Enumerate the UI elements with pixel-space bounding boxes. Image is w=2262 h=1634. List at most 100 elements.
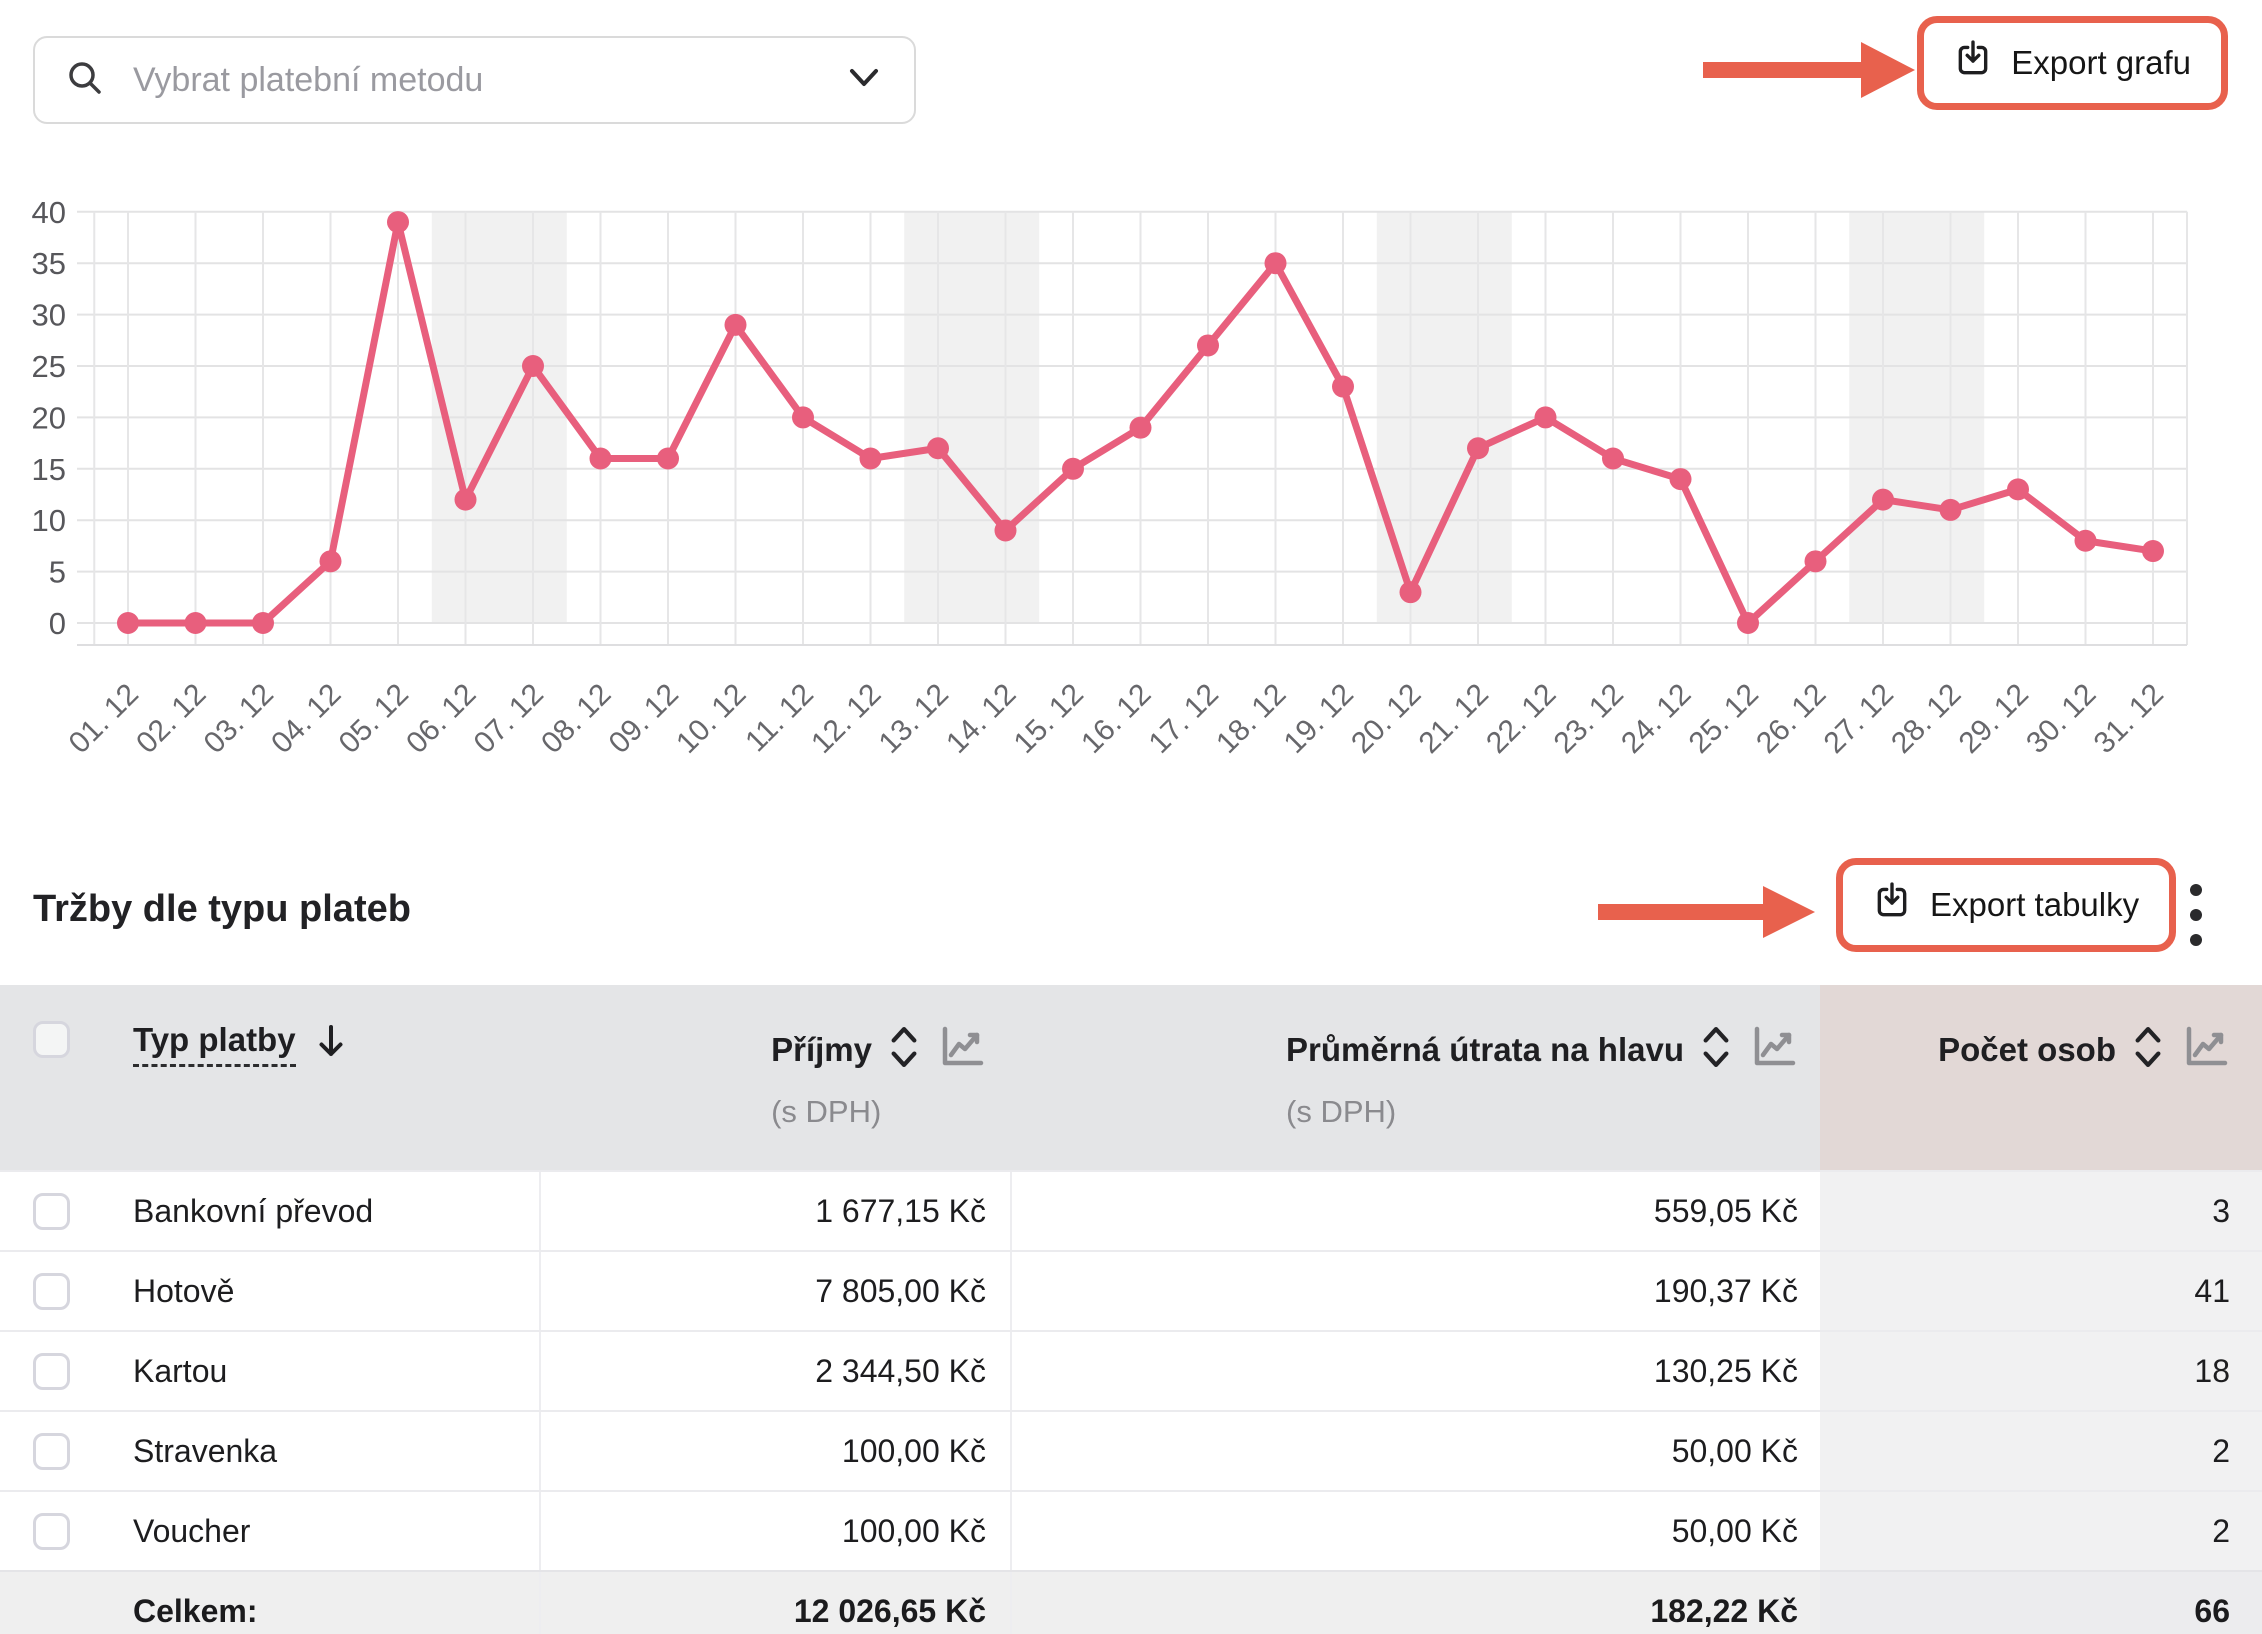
- payments-table: Typ platby Příjmy: [0, 985, 2262, 1634]
- data-point[interactable]: [1129, 416, 1152, 439]
- select-all-checkbox[interactable]: [33, 1021, 70, 1058]
- y-axis-tick-label: 40: [32, 195, 66, 230]
- kebab-icon: [2189, 876, 2203, 957]
- section-title: Tržby dle typu plateb: [33, 888, 411, 930]
- data-point[interactable]: [657, 447, 679, 470]
- row-checkbox[interactable]: [33, 1192, 70, 1230]
- count-cell: 3: [1820, 1172, 2262, 1250]
- x-axis-tick-label: 19. 12: [1278, 678, 1360, 760]
- sort-toggle-icon[interactable]: [1700, 1021, 1732, 1078]
- data-point[interactable]: [1467, 437, 1489, 460]
- data-point[interactable]: [859, 447, 882, 470]
- column-sub-income: (s DPH): [771, 1094, 882, 1129]
- data-point[interactable]: [792, 406, 814, 429]
- count-cell: 2: [1820, 1412, 2262, 1490]
- column-header-average[interactable]: Průměrná útrata na hlavu (s DPH): [1010, 985, 1820, 1170]
- sort-desc-arrow-icon[interactable]: [316, 1023, 346, 1066]
- data-point[interactable]: [589, 447, 612, 470]
- x-axis-tick-label: 09. 12: [603, 678, 685, 760]
- row-checkbox[interactable]: [33, 1512, 70, 1550]
- x-axis-tick-label: 28. 12: [1885, 678, 1967, 760]
- column-chart-icon[interactable]: [936, 1022, 986, 1077]
- x-axis-tick-label: 26. 12: [1750, 678, 1832, 760]
- data-point[interactable]: [2074, 529, 2097, 552]
- data-point[interactable]: [1872, 488, 1894, 511]
- data-point[interactable]: [1197, 334, 1219, 357]
- header-checkbox-cell: [0, 985, 90, 1170]
- column-chart-icon[interactable]: [2180, 1022, 2230, 1077]
- column-label-count[interactable]: Počet osob: [1938, 1030, 2116, 1068]
- data-point[interactable]: [1062, 457, 1084, 480]
- column-label-income[interactable]: Příjmy: [771, 1030, 872, 1068]
- column-header-income[interactable]: Příjmy (s DPH): [539, 985, 1010, 1170]
- x-axis-tick-label: 31. 12: [2088, 678, 2170, 760]
- column-label-type[interactable]: Typ platby: [133, 1021, 296, 1067]
- data-point[interactable]: [1332, 375, 1354, 398]
- data-point[interactable]: [1737, 612, 1759, 634]
- payment-type-cell: Kartou: [133, 1353, 228, 1389]
- data-point[interactable]: [724, 313, 747, 336]
- row-checkbox[interactable]: [33, 1352, 70, 1390]
- row-checkbox-cell: [0, 1332, 90, 1410]
- export-chart-button[interactable]: Export grafu: [1927, 26, 2218, 100]
- count-cell: 18: [1820, 1332, 2262, 1410]
- data-point[interactable]: [1939, 498, 1962, 521]
- data-point[interactable]: [117, 612, 139, 634]
- table-total-row: Celkem: 12 026,65 Kč 182,22 Kč 66: [0, 1570, 2262, 1634]
- count-cell: 41: [1820, 1252, 2262, 1330]
- row-checkbox-cell: [0, 1252, 90, 1330]
- x-axis-tick-label: 17. 12: [1143, 678, 1225, 760]
- row-checkbox[interactable]: [33, 1432, 70, 1470]
- total-average: 182,22 Kč: [1010, 1572, 1820, 1634]
- data-point[interactable]: [522, 355, 544, 377]
- export-table-button[interactable]: Export tabulky: [1846, 868, 2167, 942]
- x-axis-tick-label: 18. 12: [1210, 678, 1292, 760]
- average-cell: 50,00 Kč: [1010, 1492, 1820, 1570]
- income-cell: 100,00 Kč: [539, 1412, 1010, 1490]
- sort-toggle-icon[interactable]: [888, 1021, 920, 1078]
- data-point[interactable]: [2007, 478, 2029, 501]
- y-axis-tick-label: 30: [32, 298, 66, 333]
- total-income: 12 026,65 Kč: [539, 1572, 1010, 1634]
- data-point[interactable]: [1264, 252, 1287, 275]
- income-cell: 100,00 Kč: [539, 1492, 1010, 1570]
- row-checkbox-cell: [0, 1172, 90, 1250]
- data-point[interactable]: [927, 437, 949, 460]
- data-point[interactable]: [454, 488, 477, 511]
- data-point[interactable]: [252, 612, 274, 634]
- x-axis-tick-label: 15. 12: [1008, 678, 1090, 760]
- data-point[interactable]: [1399, 581, 1422, 604]
- data-point[interactable]: [387, 211, 409, 234]
- x-axis-tick-label: 22. 12: [1480, 678, 1562, 760]
- y-axis-tick-label: 20: [32, 400, 66, 435]
- payment-method-select[interactable]: Vybrat platební metodu: [33, 36, 916, 124]
- data-point[interactable]: [1602, 447, 1624, 470]
- payment-type-cell: Voucher: [133, 1513, 251, 1549]
- column-label-average[interactable]: Průměrná útrata na hlavu: [1286, 1030, 1684, 1068]
- x-axis-tick-label: 12. 12: [805, 678, 887, 760]
- sort-toggle-icon[interactable]: [2132, 1021, 2164, 1078]
- data-point[interactable]: [1669, 468, 1692, 491]
- row-checkbox-cell: [0, 1412, 90, 1490]
- column-header-type[interactable]: Typ platby: [90, 985, 539, 1170]
- table-menu-button[interactable]: [2173, 876, 2219, 956]
- x-axis-tick-label: 11. 12: [739, 678, 820, 759]
- annotation-arrow-export-table: [1598, 886, 1815, 943]
- table-row: Bankovní převod 1 677,15 Kč 559,05 Kč 3: [0, 1170, 2262, 1250]
- data-point[interactable]: [184, 612, 207, 634]
- y-axis-tick-label: 0: [49, 606, 66, 641]
- income-cell: 7 805,00 Kč: [539, 1252, 1010, 1330]
- row-checkbox[interactable]: [33, 1272, 70, 1310]
- data-point[interactable]: [1534, 406, 1557, 429]
- data-point[interactable]: [2142, 540, 2164, 563]
- data-point[interactable]: [994, 519, 1017, 542]
- export-table-label: Export tabulky: [1930, 886, 2140, 923]
- table-row: Stravenka 100,00 Kč 50,00 Kč 2: [0, 1410, 2262, 1490]
- data-point[interactable]: [1804, 550, 1827, 573]
- column-chart-icon[interactable]: [1748, 1022, 1798, 1077]
- column-header-count[interactable]: Počet osob: [1820, 985, 2262, 1170]
- export-chart-highlight-ring: Export grafu: [1917, 16, 2228, 110]
- x-axis-tick-label: 08. 12: [535, 678, 617, 760]
- data-point[interactable]: [319, 550, 342, 573]
